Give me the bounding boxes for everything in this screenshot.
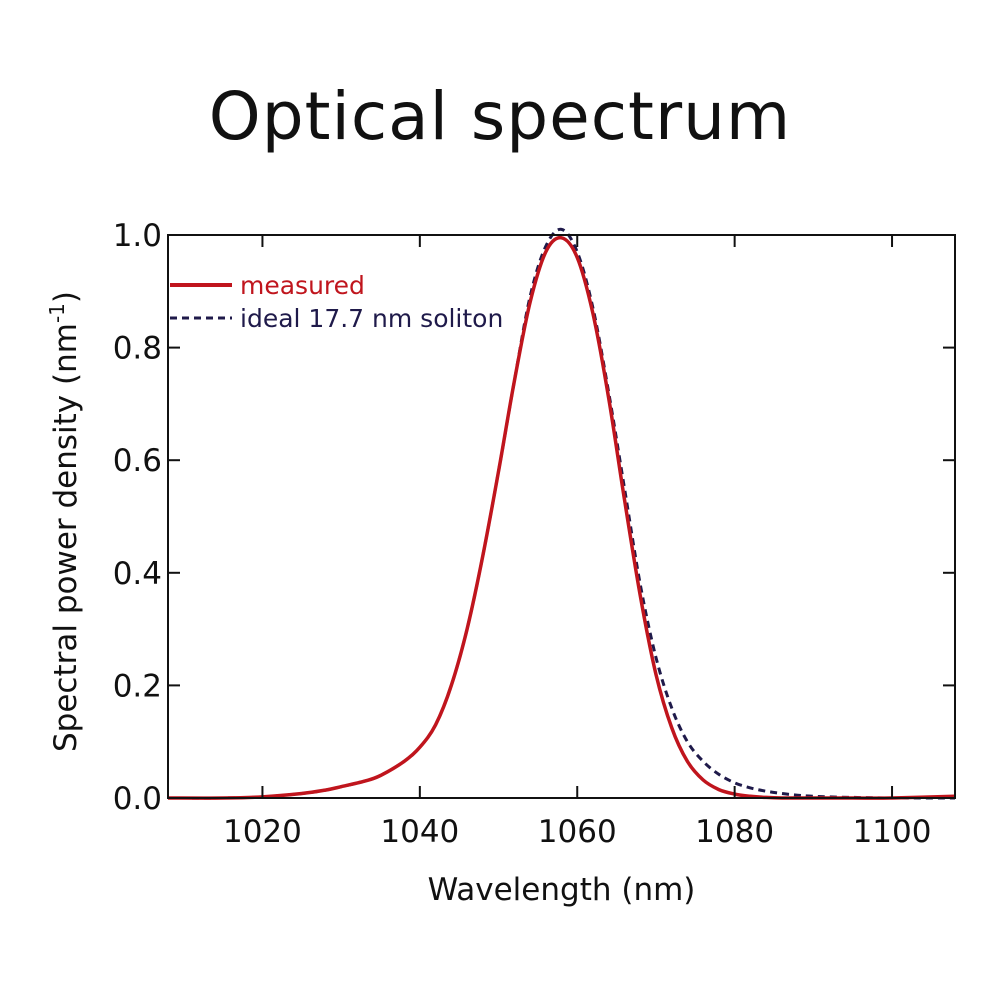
legend-label-measured: measured: [240, 271, 365, 300]
y-tick-label: 0.8: [113, 331, 162, 367]
y-tick-label: 0.2: [113, 668, 162, 704]
y-tick-label: 1.0: [113, 218, 162, 254]
y-tick-label: 0.0: [113, 781, 162, 817]
x-tick-label: 1080: [695, 814, 774, 850]
x-tick-label: 1060: [538, 814, 617, 850]
y-axis-title-tail: ): [48, 291, 84, 303]
y-axis-title-superscript: -1: [45, 303, 69, 323]
x-tick-label: 1100: [853, 814, 932, 850]
y-axis-title: Spectral power density (nm-1): [45, 291, 84, 752]
x-tick-label: 1020: [223, 814, 302, 850]
x-tick-label: 1040: [380, 814, 459, 850]
y-tick-label: 0.4: [113, 556, 162, 592]
legend: measured ideal 17.7 nm soliton: [170, 271, 503, 333]
y-axis-title-main: Spectral power density (nm: [48, 323, 84, 752]
y-tick-label: 0.6: [113, 443, 162, 479]
x-axis-title: Wavelength (nm): [428, 872, 696, 908]
chart-title: Optical spectrum: [208, 78, 792, 155]
legend-label-ideal-soliton: ideal 17.7 nm soliton: [240, 304, 503, 333]
ticks-layer: 1020 1040 1060 1080 1100 0.0 0.2 0.4 0.6 0.8 1.0: [113, 218, 955, 850]
plot-frame: [167, 234, 956, 799]
